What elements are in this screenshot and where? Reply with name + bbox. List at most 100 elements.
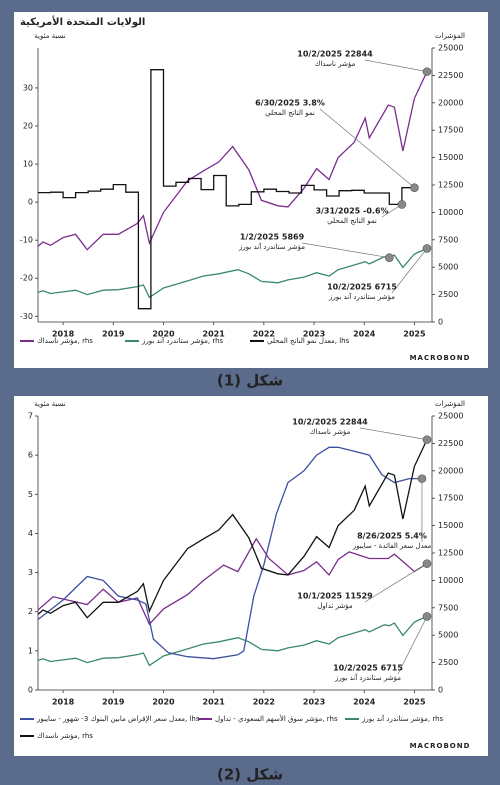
figure-caption: شكل (2) [217,766,283,784]
y-tick-label: 30 [23,83,33,92]
y2-tick-label: 12500 [438,549,463,558]
annotation-label: 1/2/2025 5869 [240,233,305,242]
series-line [38,69,415,310]
y-tick-label: 5 [28,490,33,499]
annotation-sublabel: مؤشر ستاندرد آند بورز [328,292,395,301]
y2-tick-label: 0 [438,686,443,695]
legend-label: مؤشر ناسداك, rhs [37,337,93,345]
y2-tick-label: 17500 [438,494,463,503]
annotation-leader [364,563,428,603]
annotation-leader [397,616,428,675]
y2-tick-label: 5000 [438,263,458,272]
x-tick-label: 2023 [303,330,325,339]
annotation-marker [385,253,394,262]
annotation-leader [301,242,390,259]
y-tick-label: -10 [20,236,33,245]
y2-tick-label: 10000 [438,576,463,585]
annotation-marker [422,612,432,621]
y-tick-label: -20 [20,274,33,283]
annotation-marker [410,183,419,192]
x-tick-label: 2024 [353,698,376,707]
x-tick-label: 2020 [152,698,175,707]
annotation-label: 10/2/2025 22844 [292,418,368,427]
annotation-marker [422,559,432,568]
legend-label: مؤشر سوق الأسهم السعودي - تداول, rhs [215,714,338,723]
annotation-label: 10/2/2025 6715 [333,664,403,673]
y2-tick-label: 25000 [438,44,463,53]
annotation-marker [397,200,407,209]
annotation-leader [364,59,428,72]
x-tick-label: 2022 [253,330,275,339]
annotation-sublabel: مؤشر ستاندرد آند بورز [238,242,305,251]
series-line [37,71,428,251]
annotation-label: 8/26/2025 5.4% [357,532,427,541]
y2-tick-label: 5000 [438,631,458,640]
annotation-marker [422,435,432,444]
x-tick-label: 2024 [353,330,376,339]
annotation-sublabel: مؤشر ناسداك [310,428,351,436]
y2-tick-label: 0 [438,318,443,327]
y-tick-label: 1 [28,646,33,655]
y2-tick-label: 22500 [438,439,463,448]
y2-tick-label: 10000 [438,208,463,217]
legend-label: مؤشر ستاندرد آند بورز, rhs [361,714,444,723]
annotation-sublabel: مؤشر ستاندرد آند بورز [334,673,401,682]
annotation-sublabel: نمو الناتج المحلي [265,109,315,117]
y2-tick-label: 15000 [438,153,463,162]
x-tick-label: 2025 [403,330,426,339]
annotation-marker [422,244,432,253]
y2-tick-label: 12500 [438,181,463,190]
annotation-leader [319,108,415,188]
y-tick-label: 4 [28,529,33,538]
source-logo: MACROBOND [410,742,471,750]
panel [14,396,488,756]
panel [14,12,488,368]
y2-axis-label: المؤشرات [435,32,465,40]
x-tick-label: 2021 [203,330,226,339]
y2-tick-label: 15000 [438,521,463,530]
x-tick-label: 2019 [102,698,125,707]
y-tick-label: 10 [23,160,33,169]
y2-tick-label: 2500 [438,290,458,299]
legend-label: مؤشر ستاندرد آند بورز, rhs [141,336,224,345]
x-tick-label: 2019 [102,330,125,339]
y-tick-label: -30 [20,312,33,321]
chart-title: الولايات المتحدة الأمريكية [20,15,145,28]
y2-tick-label: 20000 [438,98,463,107]
x-tick-label: 2020 [152,330,175,339]
y2-tick-label: 17500 [438,126,463,135]
y-axis-label: نسبة مئوية [34,400,66,408]
annotation-leader [359,427,428,440]
y-axis-label: نسبة مئوية [34,32,66,40]
annotation-label: 6/30/2025 3.8% [255,99,325,108]
annotation-marker [422,67,432,76]
x-tick-label: 2021 [203,698,226,707]
y-tick-label: 3 [28,568,33,577]
y-tick-label: 2 [28,607,33,616]
annotation-label: 3/31/2025 -0.6% [315,207,388,216]
series-line [37,615,428,667]
y2-axis-label: المؤشرات [435,400,465,408]
x-tick-label: 2018 [52,330,75,339]
y-tick-label: 0 [28,686,33,695]
annotation-label: 10/2/2025 22844 [297,50,373,59]
series-line [37,439,428,619]
source-logo: MACROBOND [410,354,471,362]
series-line [37,446,422,660]
legend-label: مؤشر ناسداك, rhs [37,732,93,740]
annotation-label: 10/1/2025 11529 [297,592,373,601]
y2-tick-label: 25000 [438,412,463,421]
y-tick-label: 20 [23,122,33,131]
annotation-sublabel: نمو الناتج المحلي [327,217,377,225]
y2-tick-label: 2500 [438,658,458,667]
y2-tick-label: 22500 [438,71,463,80]
y-tick-label: 6 [28,451,33,460]
annotation-sublabel: معدل سعر الفائدة - سايبور [352,542,432,550]
y-tick-label: 0 [28,198,33,207]
annotation-marker [417,474,427,483]
legend-label: معدل نمو الناتج المحلي, lhs [267,337,350,345]
x-tick-label: 2018 [52,698,75,707]
annotation-sublabel: مؤشر ناسداك [315,60,356,68]
y2-tick-label: 20000 [438,466,463,475]
